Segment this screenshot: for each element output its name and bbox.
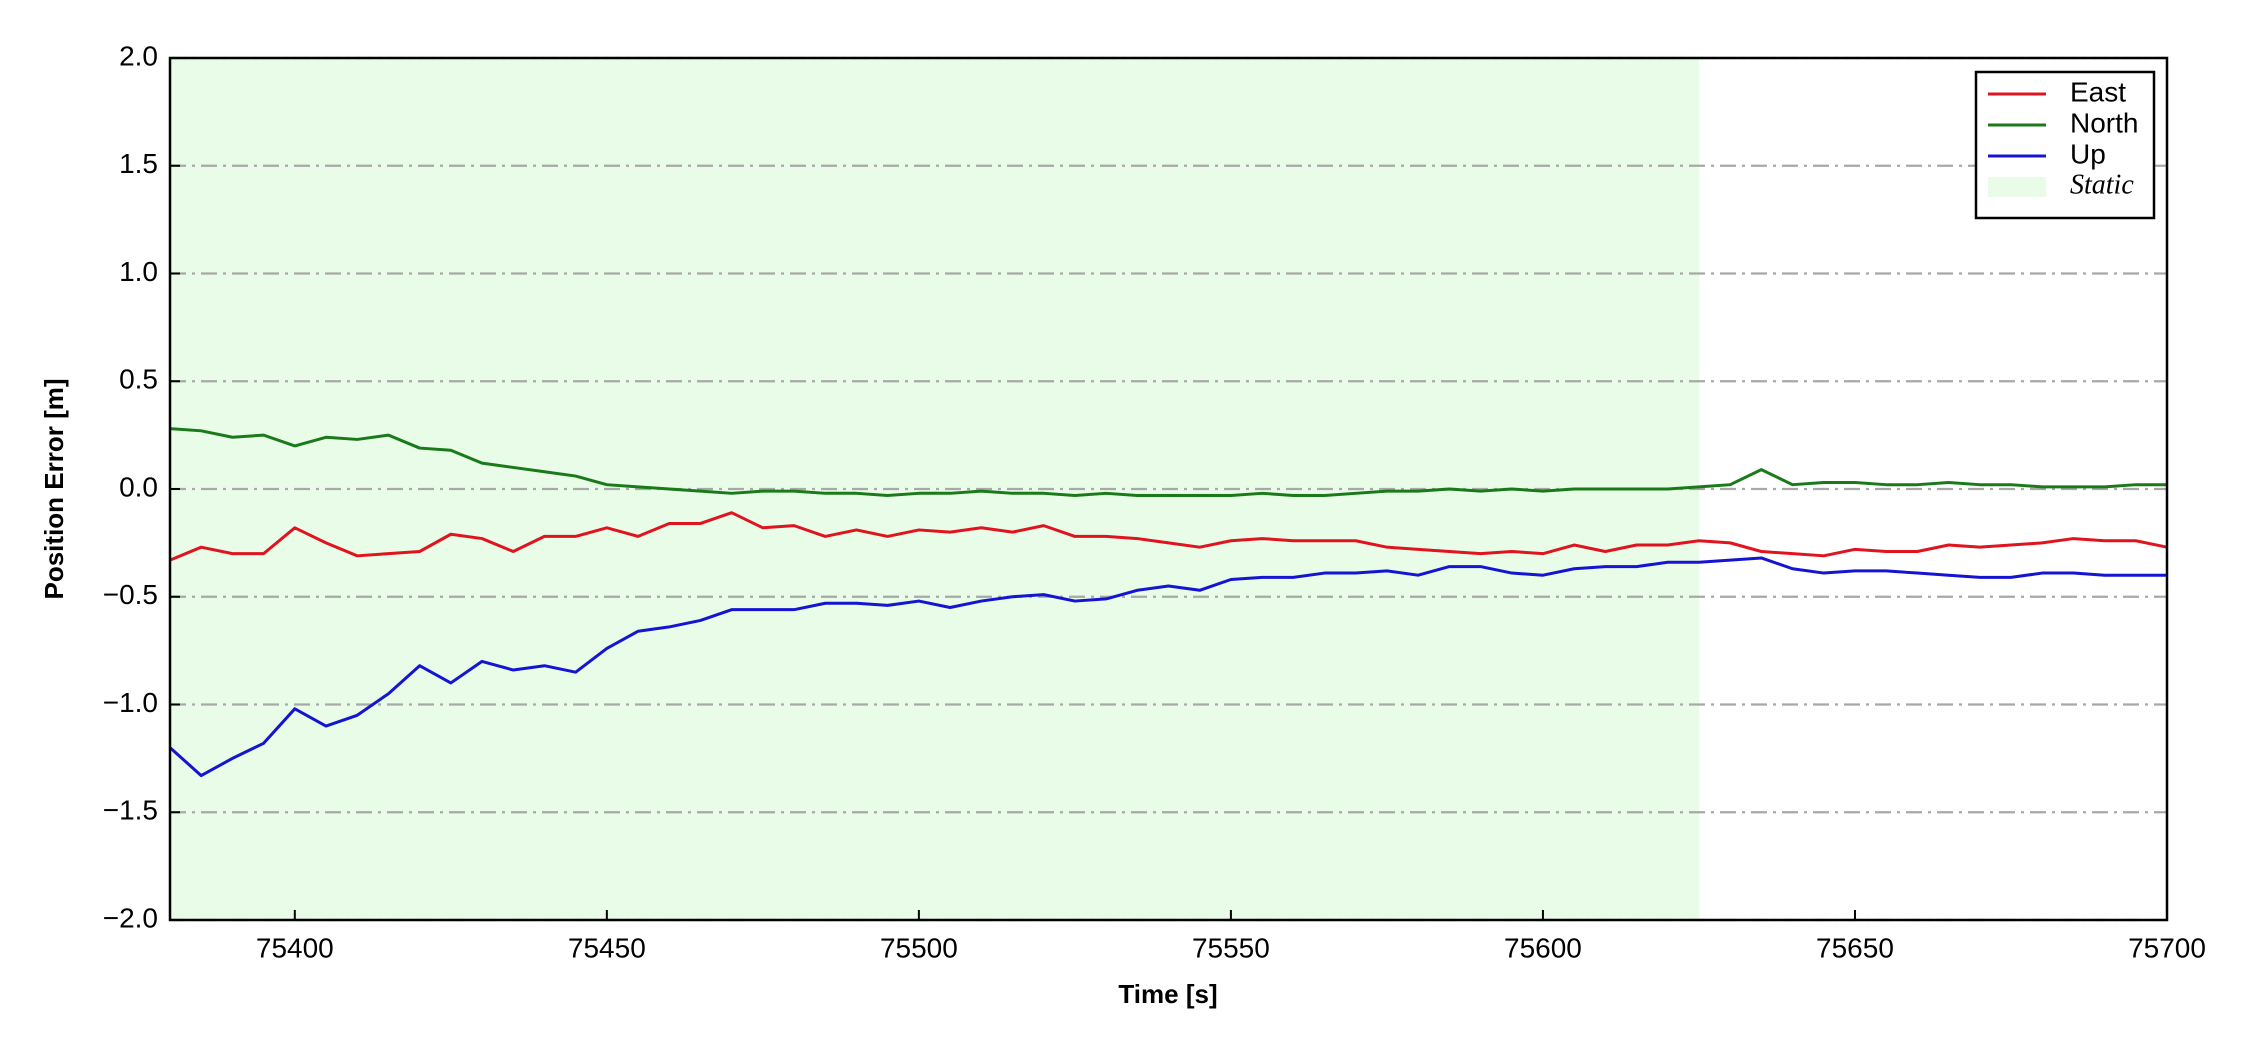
x-tick-label: 75600 [1504,932,1582,963]
plot-frame [168,56,2169,922]
x-tick-label: 75500 [880,932,958,963]
series-line [168,556,2167,778]
x-tick-label: 75400 [256,932,334,963]
series-line [169,511,2168,562]
legend-swatch [1988,177,2046,197]
y-tick-label: 1.5 [119,148,158,179]
legend-label: North [2070,107,2138,138]
legend-label: Static [2070,169,2134,200]
y-tick-label: 0.5 [119,364,158,395]
y-tick-label: 0.0 [119,471,158,502]
y-tick-label: 2.0 [119,40,158,71]
x-tick-label: 75450 [568,932,646,963]
y-tick-label: −1.0 [103,687,158,718]
x-axis-label: Time [s] [1118,979,1217,1009]
x-tick-label: 75550 [1192,932,1270,963]
y-axis-label: Position Error [m] [39,378,69,599]
y-tick-label: −1.5 [103,795,158,826]
legend-label: Up [2070,138,2106,169]
plot-area: −2.0 −1.5 −1.0 −0.5 0.0 0.5 1.0 1.5 2.0 75400 7545… [103,40,2206,963]
x-tick-label: 75650 [1816,932,1894,963]
y-tick-label: −0.5 [103,579,158,610]
y-tick-label: 1.0 [119,256,158,287]
legend-label: East [2070,76,2126,107]
y-tick-label: −2.0 [103,902,158,933]
x-tick-label: 75700 [2128,932,2206,963]
series-line [169,427,2167,497]
